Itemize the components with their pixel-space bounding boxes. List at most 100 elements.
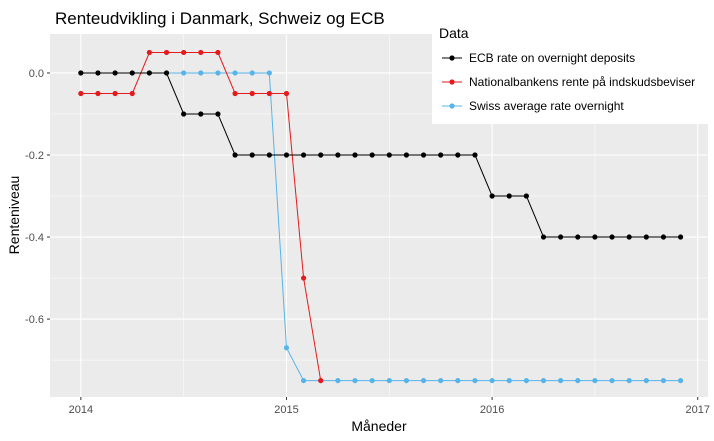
- data-point: [489, 193, 495, 199]
- minor-gridlines: [50, 34, 708, 397]
- legend-marker: [449, 79, 455, 85]
- data-point: [455, 152, 461, 158]
- data-point: [386, 377, 392, 384]
- data-point: [146, 70, 152, 76]
- x-tick-label: 2017: [685, 404, 709, 416]
- data-point: [403, 152, 410, 158]
- data-point: [215, 111, 221, 117]
- data-point: [163, 70, 170, 76]
- data-point: [335, 152, 341, 158]
- x-tick-label: 2014: [69, 404, 93, 416]
- data-point: [558, 377, 564, 384]
- data-point: [540, 377, 547, 384]
- data-point: [95, 90, 101, 97]
- data-point: [249, 70, 255, 76]
- legend-label: Nationalbankens rente på indskudsbeviser: [469, 75, 695, 89]
- data-point: [146, 49, 152, 56]
- legend-label: ECB rate on overnight deposits: [469, 51, 635, 65]
- data-point: [369, 152, 375, 158]
- data-point: [129, 90, 135, 97]
- legend-marker: [449, 103, 455, 109]
- data-point: [181, 111, 187, 117]
- data-point: [643, 377, 649, 384]
- data-point: [283, 345, 290, 351]
- data-point: [112, 70, 118, 76]
- data-point: [318, 377, 324, 384]
- data-point: [592, 377, 598, 384]
- y-axis-title: Renteniveau: [6, 176, 22, 255]
- data-point: [215, 70, 221, 76]
- data-point: [609, 234, 615, 240]
- data-point: [626, 234, 632, 240]
- data-point: [300, 152, 307, 158]
- data-point: [592, 234, 598, 240]
- data-point: [232, 70, 238, 76]
- data-point: [403, 377, 410, 384]
- series-0: [78, 70, 684, 240]
- data-point: [249, 90, 255, 97]
- data-point: [677, 377, 684, 384]
- data-point: [472, 152, 478, 158]
- legend-title: Data: [439, 25, 469, 41]
- data-point: [232, 90, 238, 97]
- data-point: [420, 377, 427, 384]
- data-point: [300, 275, 307, 281]
- series-line: [80, 72, 681, 238]
- data-point: [489, 377, 495, 384]
- y-tick-label: 0.0: [29, 68, 44, 80]
- legend: Data ECB rate on overnight deposits Natio…: [432, 20, 714, 124]
- series-line: [80, 72, 681, 382]
- data-point: [420, 152, 427, 158]
- data-point: [300, 377, 307, 384]
- data-point: [523, 193, 529, 199]
- data-point: [609, 377, 615, 384]
- chart-title: Renteudvikling i Danmark, Schweiz og ECB: [55, 9, 385, 28]
- data-point: [283, 152, 290, 158]
- y-axis: 0.0 -0.2 -0.4 -0.6: [25, 68, 50, 326]
- legend-item-1: Nationalbankens rente på indskudsbeviser: [442, 75, 695, 89]
- data-point: [198, 70, 204, 76]
- y-tick-label: -0.2: [25, 150, 44, 162]
- data-point: [78, 90, 84, 97]
- data-point: [249, 152, 255, 158]
- data-point: [78, 70, 84, 76]
- x-axis: 2014 2015 2016 2017: [69, 397, 710, 416]
- data-point: [523, 377, 529, 384]
- data-point: [455, 377, 461, 384]
- legend-marker: [449, 55, 455, 61]
- legend-item-0: ECB rate on overnight deposits: [442, 51, 635, 65]
- data-point: [318, 152, 324, 158]
- data-point: [232, 152, 238, 158]
- data-point: [540, 234, 547, 240]
- data-point: [266, 70, 272, 76]
- data-point: [181, 49, 187, 56]
- data-point: [112, 90, 118, 97]
- data-point: [163, 49, 170, 56]
- data-point: [506, 193, 512, 199]
- data-point: [215, 49, 221, 56]
- y-tick-label: -0.4: [25, 232, 44, 244]
- data-point: [558, 234, 564, 240]
- data-point: [352, 152, 358, 158]
- data-point: [472, 377, 478, 384]
- data-point: [95, 70, 101, 76]
- x-tick-label: 2015: [274, 404, 298, 416]
- series-layer: [78, 49, 684, 384]
- series-1: [78, 49, 324, 384]
- data-point: [660, 377, 667, 384]
- data-point: [335, 377, 341, 384]
- legend-background: [432, 20, 714, 124]
- data-point: [352, 377, 358, 384]
- data-point: [369, 377, 375, 384]
- data-point: [198, 49, 204, 56]
- data-point: [677, 234, 684, 240]
- data-point: [129, 70, 135, 76]
- x-axis-title: Måneder: [351, 418, 407, 434]
- x-tick-label: 2016: [480, 404, 504, 416]
- data-point: [575, 377, 581, 384]
- series-2: [78, 70, 684, 384]
- data-point: [438, 377, 444, 384]
- legend-item-2: Swiss average rate overnight: [442, 99, 624, 113]
- data-point: [626, 377, 632, 384]
